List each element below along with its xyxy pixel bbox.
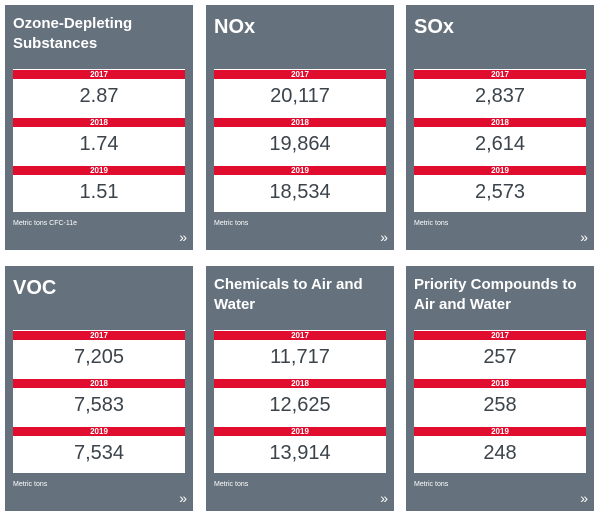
chevron-right-icon[interactable]: » bbox=[380, 229, 388, 245]
metric-value: 2.87 bbox=[79, 85, 119, 107]
year-label: 2019 bbox=[13, 166, 185, 175]
unit-label: Metric tons bbox=[214, 220, 249, 227]
year-label: 2019 bbox=[414, 166, 586, 175]
card-title: Ozone-Depleting Substances bbox=[13, 15, 133, 52]
unit-label: Metric tons bbox=[414, 481, 449, 488]
card-title: SOx bbox=[414, 16, 455, 38]
metric-value: 12,625 bbox=[269, 394, 331, 416]
year-label: 2017 bbox=[13, 331, 185, 340]
card-title: Chemicals to Air and Water bbox=[214, 276, 363, 313]
card-title: Priority Compounds to Air and Water bbox=[414, 276, 577, 313]
year-label: 2019 bbox=[414, 427, 586, 436]
chevron-right-icon[interactable]: » bbox=[179, 490, 187, 506]
card-priority-compounds[interactable]: Priority Compounds to Air and Water 2017… bbox=[406, 266, 594, 511]
metric-value: 1.74 bbox=[79, 133, 119, 155]
metric-value: 257 bbox=[483, 346, 517, 368]
metric-value: 7,205 bbox=[73, 346, 125, 368]
year-label: 2018 bbox=[414, 379, 586, 388]
card-title: NOx bbox=[214, 16, 256, 38]
chevron-right-icon[interactable]: » bbox=[179, 229, 187, 245]
values-panel: 2017 257 2018 258 2019 248 bbox=[414, 330, 586, 473]
year-label: 2018 bbox=[214, 379, 386, 388]
year-label: 2017 bbox=[414, 331, 586, 340]
metric-value: 1.51 bbox=[79, 181, 119, 203]
year-label: 2017 bbox=[414, 70, 586, 79]
values-panel: 2017 2.87 2018 1.74 2019 1.51 bbox=[13, 69, 185, 212]
metric-value: 2,573 bbox=[474, 181, 526, 203]
values-panel: 2017 11,717 2018 12,625 2019 13,914 bbox=[214, 330, 386, 473]
values-panel: 2017 20,117 2018 19,864 2019 18,534 bbox=[214, 69, 386, 212]
metric-value: 18,534 bbox=[269, 181, 331, 203]
metric-value: 11,717 bbox=[270, 346, 330, 368]
metric-value: 7,534 bbox=[73, 442, 125, 464]
year-label: 2019 bbox=[214, 166, 386, 175]
metric-value: 258 bbox=[483, 394, 517, 416]
metric-value: 13,914 bbox=[269, 442, 331, 464]
metric-value: 19,864 bbox=[269, 133, 331, 155]
year-label: 2017 bbox=[13, 70, 185, 79]
year-label: 2019 bbox=[214, 427, 386, 436]
values-panel: 2017 2,837 2018 2,614 2019 2,573 bbox=[414, 69, 586, 212]
card-chemicals-to-air-and-water[interactable]: Chemicals to Air and Water 2017 11,717 2… bbox=[206, 266, 394, 511]
card-voc[interactable]: VOC 2017 7,205 2018 7,583 2019 7,534 Met… bbox=[5, 266, 193, 511]
year-label: 2018 bbox=[13, 379, 185, 388]
year-label: 2018 bbox=[214, 118, 386, 127]
unit-label: Metric tons bbox=[214, 481, 249, 488]
metric-value: 7,583 bbox=[73, 394, 125, 416]
metric-value: 2,837 bbox=[474, 85, 526, 107]
year-label: 2018 bbox=[13, 118, 185, 127]
unit-label: Metric tons bbox=[13, 481, 48, 488]
card-sox[interactable]: SOx 2017 2,837 2018 2,614 2019 2,573 Met… bbox=[406, 5, 594, 250]
year-label: 2017 bbox=[214, 331, 386, 340]
chevron-right-icon[interactable]: » bbox=[380, 490, 388, 506]
metric-value: 248 bbox=[483, 442, 517, 464]
year-label: 2018 bbox=[414, 118, 586, 127]
metric-value: 20,117 bbox=[270, 85, 330, 107]
card-title: VOC bbox=[13, 277, 57, 299]
year-label: 2017 bbox=[214, 70, 386, 79]
card-nox[interactable]: NOx 2017 20,117 2018 19,864 2019 18,534 … bbox=[206, 5, 394, 250]
year-label: 2019 bbox=[13, 427, 185, 436]
metric-value: 2,614 bbox=[474, 133, 526, 155]
card-ozone-depleting-substances[interactable]: Ozone-Depleting Substances 2017 2.87 201… bbox=[5, 5, 193, 250]
chevron-right-icon[interactable]: » bbox=[580, 229, 588, 245]
chevron-right-icon[interactable]: » bbox=[580, 490, 588, 506]
unit-label: Metric tons CFC-11e bbox=[13, 220, 78, 227]
unit-label: Metric tons bbox=[414, 220, 449, 227]
values-panel: 2017 7,205 2018 7,583 2019 7,534 bbox=[13, 330, 185, 473]
